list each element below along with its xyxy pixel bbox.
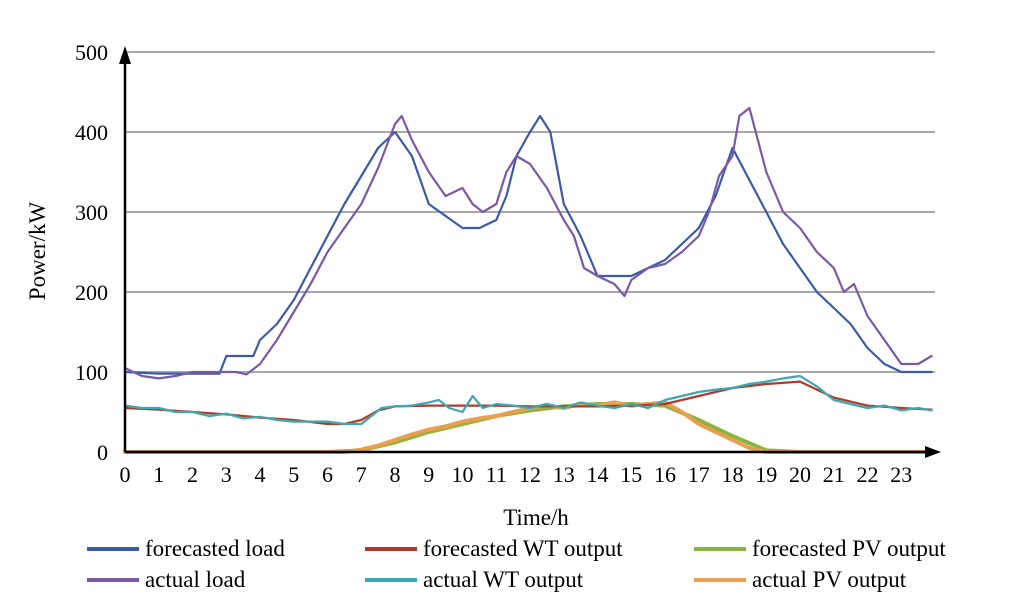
x-tick-label: 9 [423,462,434,487]
legend-item: actual PV output [694,567,907,592]
x-tick-label: 17 [688,462,710,487]
x-tick-label: 2 [187,462,198,487]
x-tick-label: 22 [857,462,879,487]
legend-label: forecasted load [145,536,285,561]
series-line-forecasted-PV-output [123,402,937,454]
x-tick-label: 20 [789,462,811,487]
axes [119,46,941,458]
y-tick-label: 400 [75,120,108,145]
x-tick-label: 1 [153,462,164,487]
y-axis-title: Power/kW [25,202,50,301]
legend-label: forecasted WT output [423,536,623,561]
x-tick-label: 15 [620,462,642,487]
series-line-actual-PV-output [123,400,937,454]
legend-item: actual load [87,567,246,592]
legend-label: actual PV output [752,567,907,592]
x-tick-label: 19 [755,462,777,487]
x-tick-label: 7 [356,462,367,487]
y-tick-label: 500 [75,40,108,65]
x-tick-label: 18 [722,462,744,487]
x-tick-label: 0 [120,462,131,487]
x-tick-label: 23 [890,462,912,487]
legend-item: actual WT output [365,567,584,592]
x-axis-arrow [925,446,941,458]
x-tick-label: 8 [390,462,401,487]
plot-lines [123,106,937,454]
legend-item: forecasted WT output [365,536,623,561]
legend-label: forecasted PV output [752,536,946,561]
x-tick-label: 4 [255,462,266,487]
x-tick-label: 12 [519,462,541,487]
x-tick-label: 21 [823,462,845,487]
y-tick-label: 0 [97,440,108,465]
y-tick-labels: 0 100 200 300 400 500 [75,40,108,465]
x-tick-label: 6 [322,462,333,487]
y-axis-arrow [119,46,131,64]
series-line-forecasted-load [123,114,933,375]
x-tick-label: 11 [486,462,507,487]
y-tick-label: 100 [75,360,108,385]
grid-lines [125,51,935,373]
x-tick-label: 13 [553,462,575,487]
x-tick-label: 16 [654,462,676,487]
series-line-actual-WT-output [123,374,933,426]
y-tick-label: 300 [75,200,108,225]
x-tick-label: 5 [288,462,299,487]
x-tick-labels: 0 1 2 3 4 5 6 7 8 9 10 11 12 13 14 15 16 17 18 19 20 21 22 23 [120,462,913,487]
x-tick-label: 10 [452,462,474,487]
legend-item: forecasted PV output [694,536,946,561]
x-tick-label: 14 [587,462,609,487]
y-tick-label: 200 [75,280,108,305]
x-tick-label: 3 [221,462,232,487]
x-axis-title: Time/h [503,505,569,530]
legend-item: forecasted load [87,536,285,561]
legend-label: actual load [145,567,246,592]
legend-label: actual WT output [423,567,584,592]
legend: forecasted load forecasted WT output forec… [87,536,946,592]
series-line-actual-load [123,106,933,380]
